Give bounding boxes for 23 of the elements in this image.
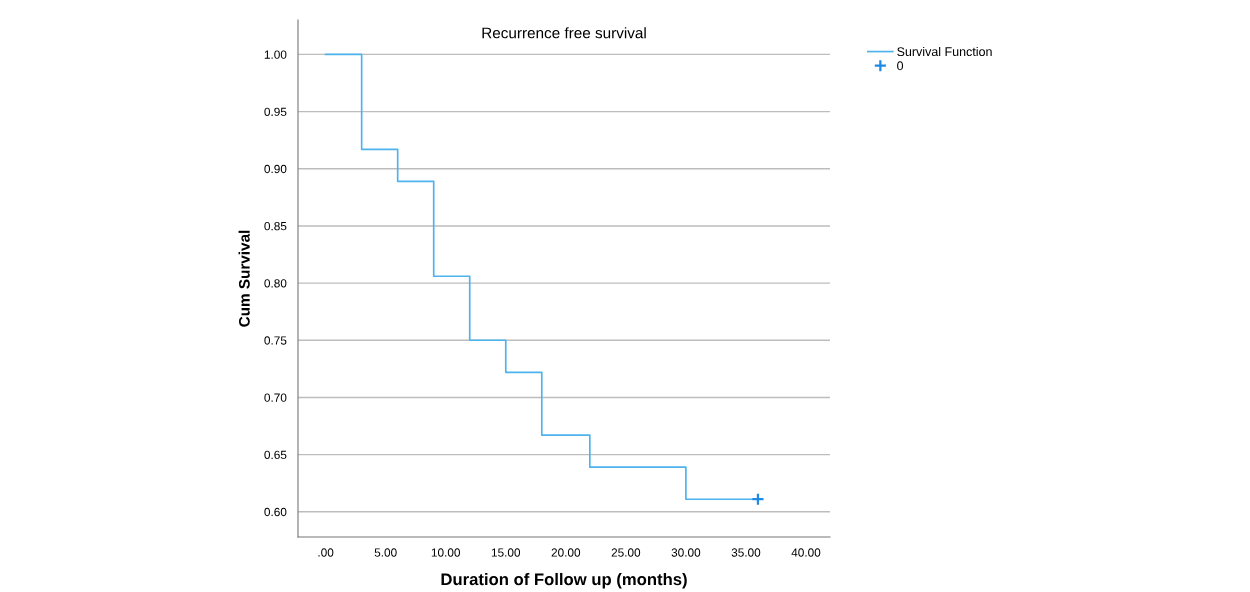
x-tick-label: 5.00 [374,548,397,557]
y-tick-label: 1.00 [264,50,287,59]
y-tick-label: 0.95 [264,107,287,116]
y-tick-label: 0.85 [264,221,287,231]
x-tick-label: .00 [318,548,334,557]
x-tick-label: 35.00 [731,548,761,557]
legend-label: Survival Function [897,46,992,57]
x-axis-title: Duration of Follow up (months) [441,572,687,589]
chart-title: Recurrence free survival [482,27,646,39]
y-tick-label: 0.80 [264,279,287,288]
y-tick-label: 0.65 [264,450,287,460]
x-tick-label: 30.00 [671,548,701,557]
x-tick-label: 15.00 [491,548,521,557]
y-axis-title: Cum Survival [238,230,250,327]
x-tick-label: 20.00 [551,548,581,557]
x-tick-label: 10.00 [431,548,461,557]
y-tick-label: 0.75 [264,336,287,345]
legend-label: 0 [897,61,904,71]
y-tick-label: 0.90 [264,164,287,174]
y-tick-label: 0.70 [264,393,287,402]
y-tick-label: 0.60 [264,507,287,517]
x-tick-label: 25.00 [611,548,641,557]
x-tick-label: 40.00 [791,548,821,557]
